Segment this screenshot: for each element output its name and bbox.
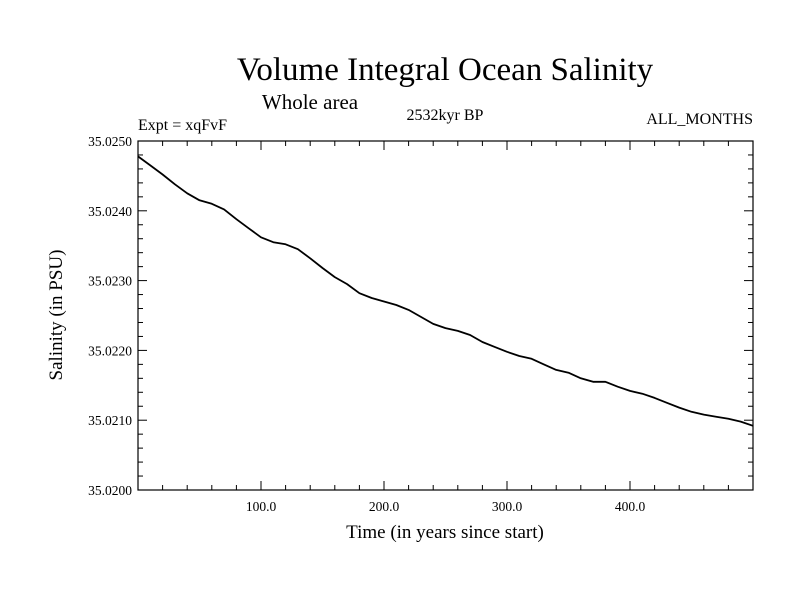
y-axis-label: Salinity (in PSU) (46, 250, 67, 381)
experiment-label: Expt = xqFvF (138, 117, 227, 134)
x-ticks (162, 141, 729, 490)
x-tick-labels: 100.0 200.0 300.0 400.0 (246, 499, 646, 514)
x-tick-label: 400.0 (615, 499, 646, 514)
chart-title: Volume Integral Ocean Salinity (237, 52, 654, 88)
series-line-salinity (137, 155, 754, 427)
y-tick-label: 35.0220 (88, 343, 132, 358)
x-tick-label: 100.0 (246, 499, 277, 514)
x-tick-label: 200.0 (369, 499, 400, 514)
x-tick-label: 300.0 (492, 499, 523, 514)
period-label: 2532kyr BP (407, 107, 484, 124)
y-ticks (138, 154, 753, 477)
x-axis-label: Time (in years since start) (346, 522, 544, 543)
y-tick-label: 35.0210 (88, 413, 132, 428)
plot-frame (137, 140, 754, 491)
y-tick-label: 35.0200 (88, 483, 132, 498)
season-label: ALL_MONTHS (646, 111, 753, 128)
y-tick-labels: 35.0200 35.0210 35.0220 35.0230 35.0240 35.02… (88, 134, 132, 498)
y-tick-label: 35.0230 (88, 274, 132, 289)
chart-subtitle: Whole area (262, 90, 359, 114)
y-tick-label: 35.0240 (88, 204, 132, 219)
y-tick-label: 35.0250 (88, 134, 132, 149)
